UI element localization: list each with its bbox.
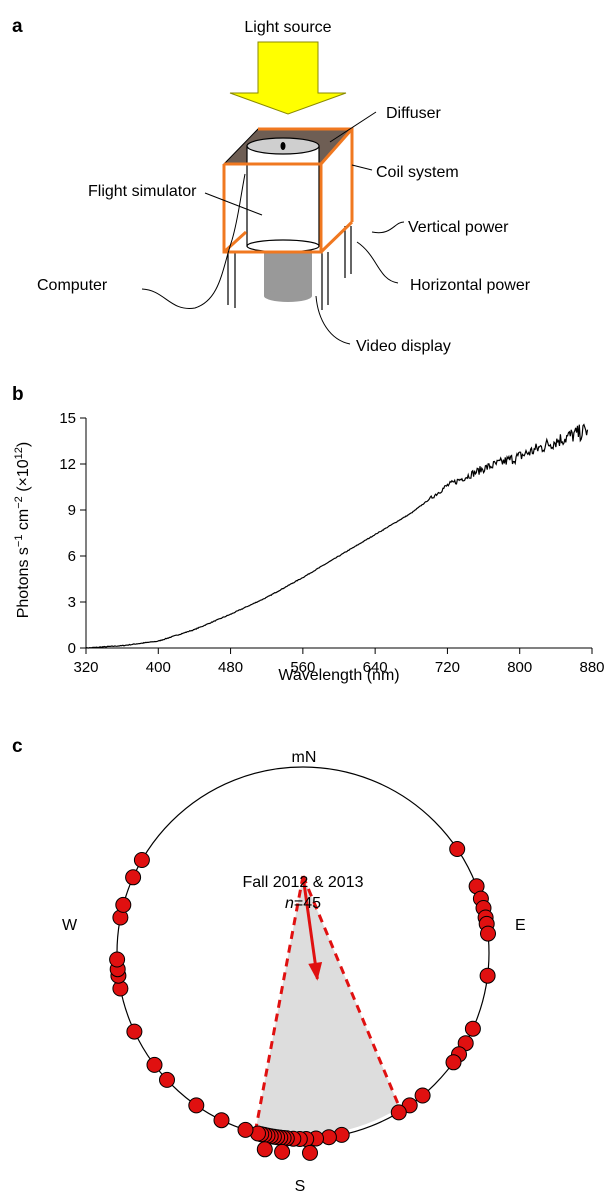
x-tick-label: 880	[579, 659, 604, 676]
coil-legs	[227, 226, 352, 310]
video-display	[264, 250, 312, 302]
data-point	[125, 869, 142, 886]
panel-b: b 0 3 6 9 12 15 320 400 480 560 640 720 800 880 Wavel…	[12, 384, 605, 684]
data-point	[188, 1097, 205, 1114]
label-flight-simulator: Flight simulator	[88, 183, 197, 200]
data-point	[445, 1054, 462, 1071]
label-computer: Computer	[37, 277, 108, 294]
data-point	[479, 967, 496, 984]
y-axis-label: Photons s−1 cm−2 (×1012)	[13, 442, 32, 619]
x-tick-label: 800	[507, 659, 532, 676]
label-light-source: Light source	[244, 19, 331, 36]
data-point	[390, 1104, 407, 1121]
data-point	[146, 1056, 163, 1073]
direction-west: W	[62, 917, 78, 934]
label-coil-system: Coil system	[376, 164, 459, 181]
x-tick-label: 400	[146, 659, 171, 676]
x-tick-label: 720	[435, 659, 460, 676]
panel-c: c mN E S W Fall 2012 & 2013 n=45	[12, 736, 526, 1195]
direction-south: S	[295, 1178, 306, 1195]
x-tick-label: 320	[73, 659, 98, 676]
data-point	[115, 896, 132, 913]
chart-c-title: Fall 2012 & 2013	[243, 874, 364, 891]
data-point	[464, 1020, 481, 1037]
y-tick-label: 12	[59, 456, 76, 473]
y-tick-label: 0	[68, 640, 76, 657]
direction-north: mN	[292, 749, 317, 766]
sample-size: n=45	[285, 895, 321, 912]
spectrum-line	[85, 423, 589, 649]
x-tick-label: 560	[290, 659, 315, 676]
data-point	[126, 1023, 143, 1040]
mean-vector-head	[308, 962, 323, 981]
label-horizontal-power: Horizontal power	[410, 277, 531, 294]
coil-system	[222, 127, 354, 254]
x-tick-label: 640	[363, 659, 388, 676]
confidence-wedge	[255, 876, 400, 1136]
data-point	[213, 1112, 230, 1129]
flight-simulator-cylinder	[246, 137, 320, 253]
mean-vector	[301, 875, 319, 980]
y-tick-label: 3	[68, 594, 76, 611]
panel-b-letter: b	[12, 384, 24, 405]
data-point	[414, 1087, 431, 1104]
x-tick-label: 480	[218, 659, 243, 676]
label-video-display: Video display	[356, 338, 451, 355]
spectrum-chart: 0 3 6 9 12 15 320 400 480 560 640 720 800 880	[59, 410, 604, 676]
y-tick-label: 15	[59, 410, 76, 427]
light-arrow	[229, 41, 347, 115]
data-point	[237, 1121, 254, 1138]
data-point	[109, 951, 126, 968]
circular-chart	[109, 766, 496, 1161]
data-point	[133, 852, 150, 868]
panel-c-letter: c	[12, 736, 23, 757]
label-diffuser: Diffuser	[386, 105, 442, 122]
data-point	[302, 1144, 318, 1161]
data-point	[449, 841, 466, 857]
data-point	[274, 1143, 291, 1160]
data-point	[480, 925, 496, 942]
panel-a: a Light source	[12, 16, 531, 355]
leader-lines	[141, 111, 405, 345]
ci-line	[254, 875, 305, 1130]
direction-east: E	[515, 917, 526, 934]
y-tick-label: 6	[68, 548, 76, 565]
x-axis-label: Wavelength (nm)	[278, 667, 399, 684]
label-vertical-power: Vertical power	[408, 219, 509, 236]
panel-a-letter: a	[12, 16, 23, 37]
data-point	[256, 1141, 273, 1158]
data-point	[159, 1071, 175, 1088]
y-tick-label: 9	[68, 502, 76, 519]
